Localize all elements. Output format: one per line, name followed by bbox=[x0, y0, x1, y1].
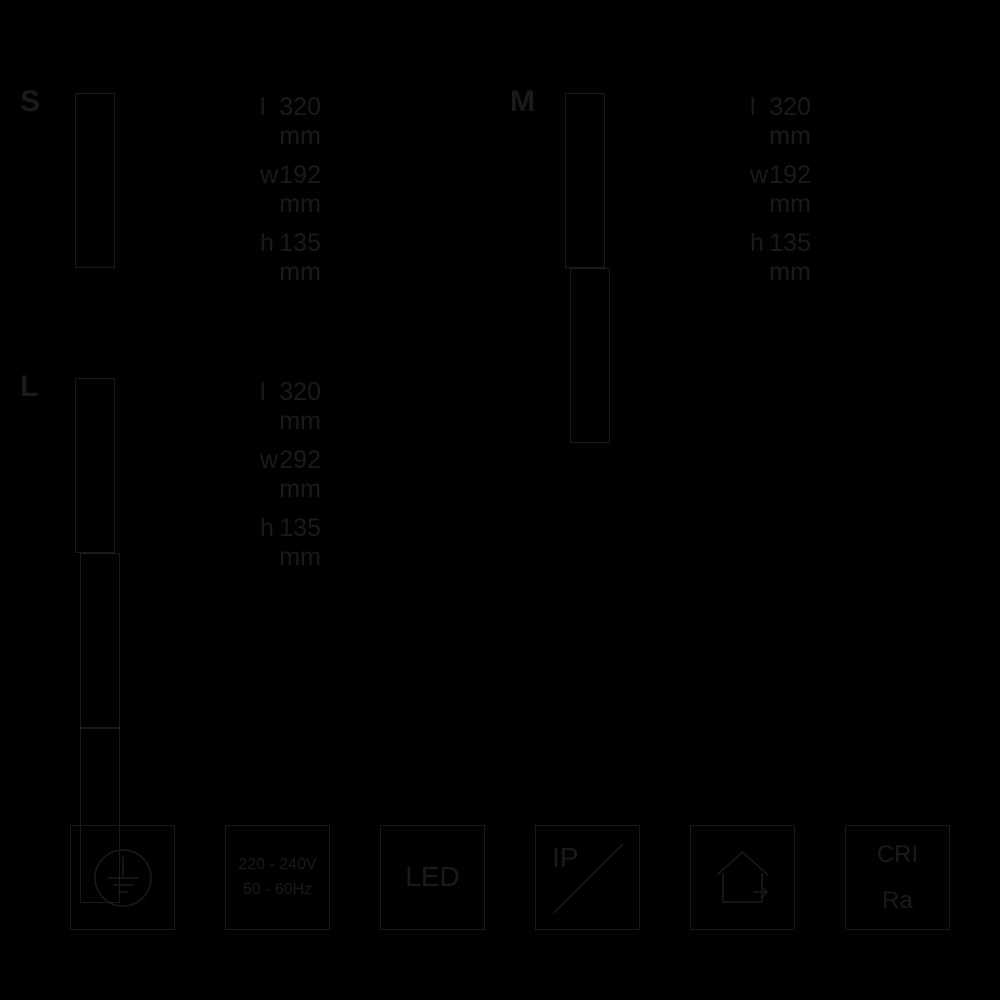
variant-m-bar bbox=[570, 268, 610, 443]
house-icon bbox=[705, 840, 780, 915]
dim-row: l 320 mm bbox=[260, 93, 334, 151]
variant-s-label: S bbox=[20, 85, 40, 119]
ground-icon-box bbox=[70, 825, 175, 930]
variant-s-dims: l 320 mm w 192 mm h 135 mm bbox=[260, 93, 334, 297]
variant-l-bar bbox=[80, 553, 120, 728]
dim-val-h: 135 mm bbox=[279, 229, 333, 287]
variant-s-diagram bbox=[75, 93, 115, 268]
voltage-line2: 50 - 60Hz bbox=[243, 880, 312, 901]
dim-row: l 320 mm bbox=[750, 93, 824, 151]
variant-m-diagram bbox=[565, 93, 610, 443]
dim-key-w: w bbox=[750, 161, 769, 190]
dim-row: h 135 mm bbox=[750, 229, 824, 287]
variant-m-label: M bbox=[510, 85, 535, 119]
dim-val-l: 320 mm bbox=[279, 93, 333, 151]
variant-m-bar bbox=[565, 93, 605, 268]
ground-icon bbox=[88, 843, 158, 913]
dim-key-h: h bbox=[260, 229, 279, 258]
dim-key-h: h bbox=[750, 229, 769, 258]
dim-val-l: 320 mm bbox=[769, 93, 823, 151]
dim-key-h: h bbox=[260, 514, 279, 543]
dim-row: h 135 mm bbox=[260, 514, 334, 572]
voltage-icon-box: 220 - 240V 50 - 60Hz bbox=[225, 825, 330, 930]
dim-val-h: 135 mm bbox=[769, 229, 823, 287]
variant-s-bar bbox=[75, 93, 115, 268]
dim-val-w: 192 mm bbox=[769, 161, 823, 219]
dim-row: w 292 mm bbox=[260, 446, 334, 504]
variant-m-dims: l 320 mm w 192 mm h 135 mm bbox=[750, 93, 824, 297]
dim-val-w: 292 mm bbox=[279, 446, 333, 504]
spec-icon-row: 220 - 240V 50 - 60Hz LED IP CRI Ra bbox=[70, 825, 950, 930]
dim-val-h: 135 mm bbox=[279, 514, 333, 572]
variant-l-bar bbox=[75, 378, 115, 553]
cri-line1: CRI bbox=[877, 839, 918, 870]
dim-key-w: w bbox=[260, 161, 279, 190]
variant-l-label: L bbox=[20, 370, 38, 404]
dim-row: l 320 mm bbox=[260, 378, 334, 436]
dim-row: w 192 mm bbox=[260, 161, 334, 219]
dim-key-w: w bbox=[260, 446, 279, 475]
variant-l-dims: l 320 mm w 292 mm h 135 mm bbox=[260, 378, 334, 582]
dim-key-l: l bbox=[750, 93, 769, 122]
voltage-line1: 220 - 240V bbox=[238, 855, 316, 876]
dim-val-l: 320 mm bbox=[279, 378, 333, 436]
ip-text: IP bbox=[552, 840, 578, 876]
dim-row: h 135 mm bbox=[260, 229, 334, 287]
ip-icon-box: IP bbox=[535, 825, 640, 930]
led-icon-box: LED bbox=[380, 825, 485, 930]
led-text: LED bbox=[405, 859, 459, 895]
dim-key-l: l bbox=[260, 378, 279, 407]
cri-icon-box: CRI Ra bbox=[845, 825, 950, 930]
cri-line2: Ra bbox=[882, 885, 913, 916]
dim-row: w 192 mm bbox=[750, 161, 824, 219]
house-icon-box bbox=[690, 825, 795, 930]
dim-key-l: l bbox=[260, 93, 279, 122]
dim-val-w: 192 mm bbox=[279, 161, 333, 219]
